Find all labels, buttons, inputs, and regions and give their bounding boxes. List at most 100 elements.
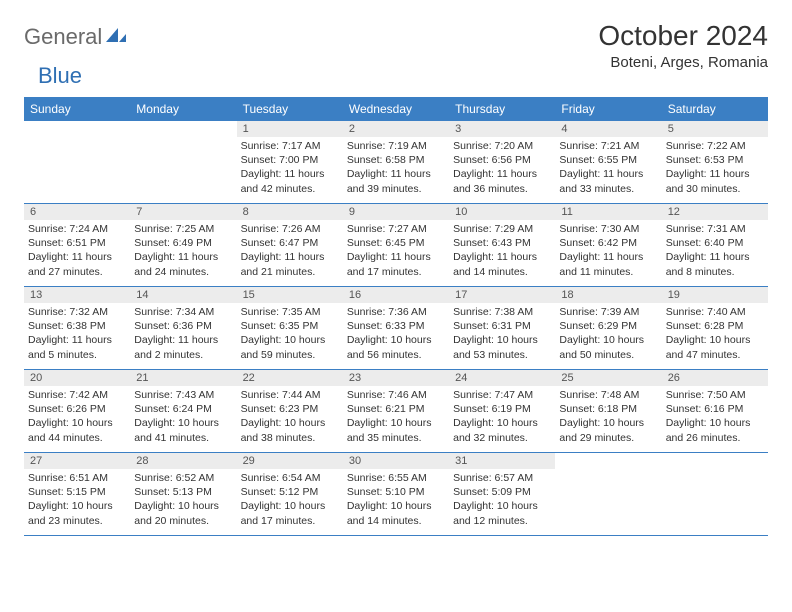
day-body: Sunrise: 7:46 AMSunset: 6:21 PMDaylight:…: [343, 386, 449, 449]
day-header-fri: Friday: [555, 97, 661, 121]
day-number: 17: [449, 287, 555, 303]
day-number: 25: [555, 370, 661, 386]
day-body: Sunrise: 7:47 AMSunset: 6:19 PMDaylight:…: [449, 386, 555, 449]
sunrise-text: Sunrise: 6:51 AM: [28, 471, 126, 485]
sunrise-text: Sunrise: 7:42 AM: [28, 388, 126, 402]
day-header-wed: Wednesday: [343, 97, 449, 121]
day-body: Sunrise: 7:44 AMSunset: 6:23 PMDaylight:…: [237, 386, 343, 449]
sunrise-text: Sunrise: 7:48 AM: [559, 388, 657, 402]
sunset-text: Sunset: 6:42 PM: [559, 236, 657, 250]
sunset-text: Sunset: 6:24 PM: [134, 402, 232, 416]
calendar-grid: Sunday Monday Tuesday Wednesday Thursday…: [24, 97, 768, 536]
sunset-text: Sunset: 6:18 PM: [559, 402, 657, 416]
day-number: 8: [237, 204, 343, 220]
day-body: Sunrise: 7:36 AMSunset: 6:33 PMDaylight:…: [343, 303, 449, 366]
daylight-text: Daylight: 11 hours and 27 minutes.: [28, 250, 126, 278]
sunrise-text: Sunrise: 7:32 AM: [28, 305, 126, 319]
sunrise-text: Sunrise: 7:36 AM: [347, 305, 445, 319]
day-body: Sunrise: 6:57 AMSunset: 5:09 PMDaylight:…: [449, 469, 555, 532]
daylight-text: Daylight: 11 hours and 24 minutes.: [134, 250, 232, 278]
day-cell: 2Sunrise: 7:19 AMSunset: 6:58 PMDaylight…: [343, 121, 449, 203]
sunset-text: Sunset: 6:16 PM: [666, 402, 764, 416]
day-number: 19: [662, 287, 768, 303]
day-number: 30: [343, 453, 449, 469]
sunrise-text: Sunrise: 7:29 AM: [453, 222, 551, 236]
daylight-text: Daylight: 11 hours and 36 minutes.: [453, 167, 551, 195]
day-cell: 6Sunrise: 7:24 AMSunset: 6:51 PMDaylight…: [24, 204, 130, 286]
sunset-text: Sunset: 6:56 PM: [453, 153, 551, 167]
daylight-text: Daylight: 10 hours and 38 minutes.: [241, 416, 339, 444]
sunset-text: Sunset: 6:38 PM: [28, 319, 126, 333]
week-row: 1Sunrise: 7:17 AMSunset: 7:00 PMDaylight…: [24, 121, 768, 204]
daylight-text: Daylight: 10 hours and 20 minutes.: [134, 499, 232, 527]
sunset-text: Sunset: 6:36 PM: [134, 319, 232, 333]
sunrise-text: Sunrise: 6:54 AM: [241, 471, 339, 485]
sunset-text: Sunset: 6:49 PM: [134, 236, 232, 250]
logo-sail-icon: [106, 26, 126, 49]
day-number: 26: [662, 370, 768, 386]
day-body: Sunrise: 7:35 AMSunset: 6:35 PMDaylight:…: [237, 303, 343, 366]
day-cell: 7Sunrise: 7:25 AMSunset: 6:49 PMDaylight…: [130, 204, 236, 286]
sunset-text: Sunset: 6:29 PM: [559, 319, 657, 333]
sunrise-text: Sunrise: 7:34 AM: [134, 305, 232, 319]
day-body: Sunrise: 7:20 AMSunset: 6:56 PMDaylight:…: [449, 137, 555, 200]
day-number: 22: [237, 370, 343, 386]
sunset-text: Sunset: 5:09 PM: [453, 485, 551, 499]
day-body: Sunrise: 7:48 AMSunset: 6:18 PMDaylight:…: [555, 386, 661, 449]
daylight-text: Daylight: 10 hours and 23 minutes.: [28, 499, 126, 527]
day-number: 5: [662, 121, 768, 137]
day-cell: 8Sunrise: 7:26 AMSunset: 6:47 PMDaylight…: [237, 204, 343, 286]
day-cell: 24Sunrise: 7:47 AMSunset: 6:19 PMDayligh…: [449, 370, 555, 452]
day-cell: 26Sunrise: 7:50 AMSunset: 6:16 PMDayligh…: [662, 370, 768, 452]
day-number: 1: [237, 121, 343, 137]
day-cell: 12Sunrise: 7:31 AMSunset: 6:40 PMDayligh…: [662, 204, 768, 286]
daylight-text: Daylight: 11 hours and 33 minutes.: [559, 167, 657, 195]
day-cell: 22Sunrise: 7:44 AMSunset: 6:23 PMDayligh…: [237, 370, 343, 452]
calendar-page: General October 2024 Boteni, Arges, Roma…: [0, 0, 792, 546]
day-cell: 14Sunrise: 7:34 AMSunset: 6:36 PMDayligh…: [130, 287, 236, 369]
day-body: Sunrise: 6:52 AMSunset: 5:13 PMDaylight:…: [130, 469, 236, 532]
day-number: 11: [555, 204, 661, 220]
day-cell: 29Sunrise: 6:54 AMSunset: 5:12 PMDayligh…: [237, 453, 343, 535]
sunset-text: Sunset: 6:35 PM: [241, 319, 339, 333]
sunset-text: Sunset: 5:10 PM: [347, 485, 445, 499]
sunset-text: Sunset: 6:21 PM: [347, 402, 445, 416]
sunrise-text: Sunrise: 7:50 AM: [666, 388, 764, 402]
sunrise-text: Sunrise: 6:55 AM: [347, 471, 445, 485]
sunrise-text: Sunrise: 7:35 AM: [241, 305, 339, 319]
daylight-text: Daylight: 10 hours and 56 minutes.: [347, 333, 445, 361]
sunrise-text: Sunrise: 7:46 AM: [347, 388, 445, 402]
day-header-row: Sunday Monday Tuesday Wednesday Thursday…: [24, 97, 768, 121]
empty-cell: [130, 121, 236, 203]
day-body: Sunrise: 7:26 AMSunset: 6:47 PMDaylight:…: [237, 220, 343, 283]
day-body: Sunrise: 6:51 AMSunset: 5:15 PMDaylight:…: [24, 469, 130, 532]
empty-cell: [24, 121, 130, 203]
day-number: 9: [343, 204, 449, 220]
sunrise-text: Sunrise: 7:30 AM: [559, 222, 657, 236]
day-body: Sunrise: 7:25 AMSunset: 6:49 PMDaylight:…: [130, 220, 236, 283]
day-cell: 4Sunrise: 7:21 AMSunset: 6:55 PMDaylight…: [555, 121, 661, 203]
week-row: 13Sunrise: 7:32 AMSunset: 6:38 PMDayligh…: [24, 287, 768, 370]
empty-cell: [555, 453, 661, 535]
day-cell: 23Sunrise: 7:46 AMSunset: 6:21 PMDayligh…: [343, 370, 449, 452]
day-body: Sunrise: 7:22 AMSunset: 6:53 PMDaylight:…: [662, 137, 768, 200]
logo-text-general: General: [24, 24, 102, 50]
day-number: 29: [237, 453, 343, 469]
sunset-text: Sunset: 5:13 PM: [134, 485, 232, 499]
daylight-text: Daylight: 10 hours and 32 minutes.: [453, 416, 551, 444]
sunset-text: Sunset: 6:19 PM: [453, 402, 551, 416]
day-number: 4: [555, 121, 661, 137]
daylight-text: Daylight: 10 hours and 50 minutes.: [559, 333, 657, 361]
sunrise-text: Sunrise: 6:52 AM: [134, 471, 232, 485]
day-body: Sunrise: 7:29 AMSunset: 6:43 PMDaylight:…: [449, 220, 555, 283]
daylight-text: Daylight: 11 hours and 2 minutes.: [134, 333, 232, 361]
day-number: 31: [449, 453, 555, 469]
day-cell: 10Sunrise: 7:29 AMSunset: 6:43 PMDayligh…: [449, 204, 555, 286]
day-number: 10: [449, 204, 555, 220]
day-cell: 3Sunrise: 7:20 AMSunset: 6:56 PMDaylight…: [449, 121, 555, 203]
day-body: Sunrise: 7:31 AMSunset: 6:40 PMDaylight:…: [662, 220, 768, 283]
day-cell: 27Sunrise: 6:51 AMSunset: 5:15 PMDayligh…: [24, 453, 130, 535]
day-body: Sunrise: 7:27 AMSunset: 6:45 PMDaylight:…: [343, 220, 449, 283]
day-number: 28: [130, 453, 236, 469]
day-number: 23: [343, 370, 449, 386]
